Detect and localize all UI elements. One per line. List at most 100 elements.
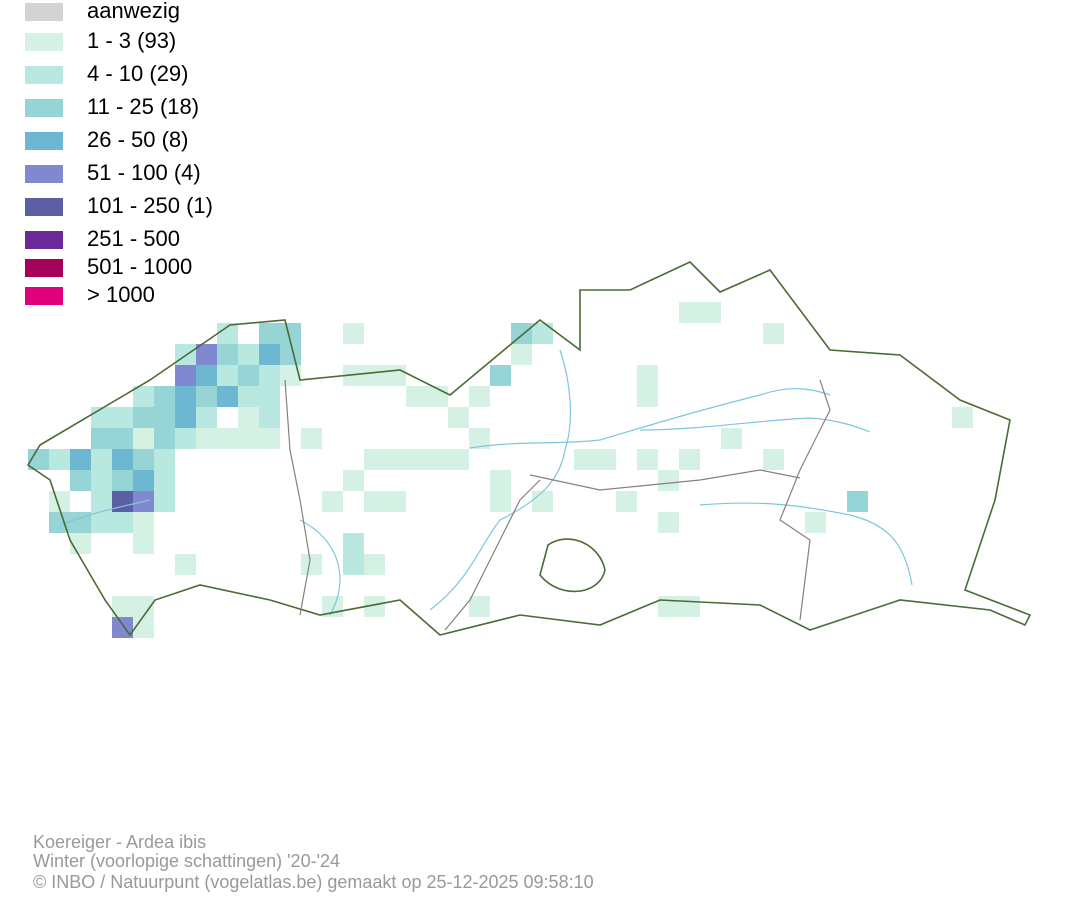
legend-swatch [25, 198, 63, 216]
grid-cell [238, 407, 259, 428]
grid-cell [112, 449, 133, 470]
grid-cell [91, 428, 112, 449]
province-border [529, 469, 801, 491]
footer-line: Koereiger - Ardea ibis [33, 832, 206, 852]
legend-label: 26 - 50 (8) [87, 127, 189, 152]
grid-cell [637, 365, 658, 386]
grid-cell [448, 449, 469, 470]
grid-cell [259, 407, 280, 428]
grid-cell [217, 365, 238, 386]
grid-cell [259, 365, 280, 386]
grid-cell [259, 323, 280, 344]
grid-cell [679, 302, 700, 323]
legend-swatch [25, 132, 63, 150]
grid-cell [133, 596, 154, 617]
legend-label: 101 - 250 (1) [87, 193, 213, 218]
grid-cell [658, 596, 679, 617]
grid-cell [364, 554, 385, 575]
grid-cell [175, 344, 196, 365]
grid-cell [133, 407, 154, 428]
grid-cells [28, 302, 973, 638]
grid-cell [490, 470, 511, 491]
grid-cell [343, 554, 364, 575]
legend: aanwezig 1 - 3 (93) 4 - 10 (29) 11 - 25 (18… [25, 0, 213, 307]
legend-swatch [25, 231, 63, 249]
grid-cell [91, 470, 112, 491]
legend-swatch [25, 99, 63, 117]
grid-cell [364, 449, 385, 470]
grid-cell [175, 365, 196, 386]
legend-swatch [25, 287, 63, 305]
grid-cell [700, 302, 721, 323]
footer-line: Winter (voorlopige schattingen) '20-'24 [33, 851, 340, 871]
grid-cell [133, 533, 154, 554]
grid-cell [154, 428, 175, 449]
grid-cell [406, 386, 427, 407]
legend-swatch [25, 259, 63, 277]
enclave-outline [539, 538, 606, 593]
legend-label: 11 - 25 (18) [87, 94, 199, 119]
river [699, 502, 913, 586]
grid-cell [133, 386, 154, 407]
grid-cell [637, 386, 658, 407]
grid-cell [679, 449, 700, 470]
legend-label: 501 - 1000 [87, 254, 192, 279]
grid-cell [217, 428, 238, 449]
grid-cell [469, 428, 490, 449]
grid-cell [952, 407, 973, 428]
grid-cell [196, 386, 217, 407]
grid-cell [196, 365, 217, 386]
grid-cell [427, 449, 448, 470]
grid-cell [238, 344, 259, 365]
grid-cell [91, 449, 112, 470]
grid-cell [175, 407, 196, 428]
grid-cell [133, 512, 154, 533]
grid-cell [70, 449, 91, 470]
region-outline [26, 261, 1032, 637]
grid-cell [112, 491, 133, 512]
grid-cell [280, 323, 301, 344]
grid-cell [154, 449, 175, 470]
grid-cell [343, 323, 364, 344]
grid-cell [616, 491, 637, 512]
legend-swatch [25, 165, 63, 183]
grid-cell [112, 512, 133, 533]
grid-cell [280, 344, 301, 365]
footer-line: © INBO / Natuurpunt (vogelatlas.be) gema… [33, 872, 594, 892]
grid-cell [469, 596, 490, 617]
province-border [779, 379, 831, 621]
grid-cell [847, 491, 868, 512]
grid-cell [112, 596, 133, 617]
grid-cell [70, 533, 91, 554]
grid-cell [112, 428, 133, 449]
grid-cell [154, 407, 175, 428]
grid-cell [154, 470, 175, 491]
legend-swatch [25, 3, 63, 21]
legend-label: 251 - 500 [87, 226, 180, 251]
grid-cell [574, 449, 595, 470]
grid-cell [763, 449, 784, 470]
grid-cell [406, 449, 427, 470]
grid-cell [490, 365, 511, 386]
grid-cell [490, 491, 511, 512]
grid-cell [511, 344, 532, 365]
grid-cell [112, 470, 133, 491]
grid-cell [133, 428, 154, 449]
grid-cell [679, 596, 700, 617]
grid-cell [259, 428, 280, 449]
grid-cell [70, 512, 91, 533]
grid-cell [532, 491, 553, 512]
grid-cell [343, 365, 364, 386]
grid-cell [658, 470, 679, 491]
legend-label: aanwezig [87, 0, 180, 23]
grid-cell [91, 407, 112, 428]
grid-cell [343, 470, 364, 491]
grid-cell [154, 491, 175, 512]
grid-cell [238, 386, 259, 407]
river [299, 519, 341, 616]
grid-cell [364, 365, 385, 386]
grid-cell [196, 407, 217, 428]
grid-cell [49, 449, 70, 470]
